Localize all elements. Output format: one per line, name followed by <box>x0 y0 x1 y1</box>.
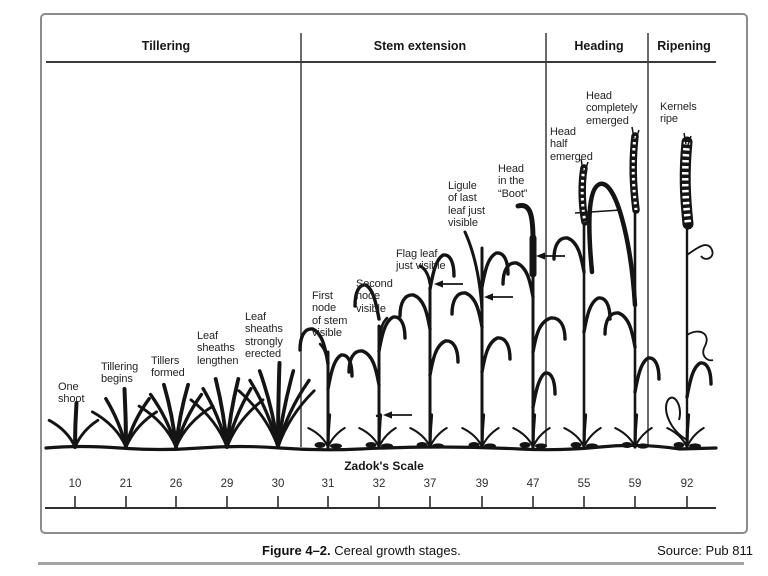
scale-tick-21: 21 <box>119 478 133 490</box>
stage-label-92: Kernels ripe <box>660 101 697 126</box>
phase-header-heading: Heading <box>574 39 624 53</box>
figure-caption: Figure 4–2. Cereal growth stages. <box>262 543 461 558</box>
stage-label-26: Tillers formed <box>151 355 185 380</box>
stage-label-55: Head half emerged <box>550 126 593 163</box>
scale-tick-39: 39 <box>475 478 489 490</box>
plant-stage-21 <box>90 387 159 449</box>
plant-stage-29 <box>189 377 265 449</box>
phase-header-stem-extension: Stem extension <box>373 39 467 53</box>
plant-stage-39 <box>450 230 512 449</box>
zadoks-scale-axis <box>45 496 716 509</box>
scale-tick-32: 32 <box>372 478 386 490</box>
phase-header-tillering: Tillering <box>141 39 191 53</box>
plant-stage-55 <box>552 158 622 449</box>
scale-tick-29: 29 <box>220 478 234 490</box>
phase-header-ripening: Ripening <box>657 39 711 53</box>
zadoks-scale-title: Zadok's Scale <box>344 459 424 473</box>
scale-tick-37: 37 <box>423 478 437 490</box>
plant-stage-10 <box>47 401 100 449</box>
stage-label-59: Head completely emerged <box>586 90 638 127</box>
bottom-rule <box>38 562 744 565</box>
stage-label-21: Tillering begins <box>101 361 139 386</box>
stage-label-37: Flag leaf just visible <box>396 248 446 273</box>
plant-stage-59 <box>587 126 661 449</box>
stage-label-29: Leaf sheaths lengthen <box>197 330 239 367</box>
figure-caption-text: Cereal growth stages. <box>330 543 461 558</box>
stage-label-32: Second node visible <box>356 278 393 315</box>
scale-tick-92: 92 <box>680 478 694 490</box>
scale-tick-55: 55 <box>577 478 591 490</box>
figure-caption-number: Figure 4–2. <box>262 543 331 558</box>
indicator-arrow <box>484 293 513 301</box>
plant-stage-47 <box>501 203 567 449</box>
scale-tick-10: 10 <box>68 478 82 490</box>
figure-source: Source: Pub 811 <box>657 543 753 558</box>
section-frame <box>46 33 716 447</box>
scale-tick-30: 30 <box>271 478 285 490</box>
scale-tick-31: 31 <box>321 478 335 490</box>
plant-stage-30 <box>237 361 316 449</box>
indicator-arrow <box>383 411 412 419</box>
stage-label-39: Ligule of last leaf just visible <box>448 180 486 230</box>
stage-label-30: Leaf sheaths strongly erected <box>245 311 283 361</box>
scale-tick-59: 59 <box>628 478 642 490</box>
indicator-arrow <box>434 280 463 288</box>
stage-label-10: One shoot <box>58 381 85 406</box>
plant-stage-26 <box>137 382 215 449</box>
stage-label-31: First node of stem visible <box>312 290 348 340</box>
plant-stage-37 <box>398 253 460 449</box>
stage-label-47: Head in the “Boot” <box>498 163 528 200</box>
scale-tick-47: 47 <box>526 478 540 490</box>
indicator-arrow <box>536 252 565 260</box>
plant-stage-92 <box>665 132 714 449</box>
scale-tick-26: 26 <box>169 478 183 490</box>
plant-stage-32 <box>347 283 407 449</box>
